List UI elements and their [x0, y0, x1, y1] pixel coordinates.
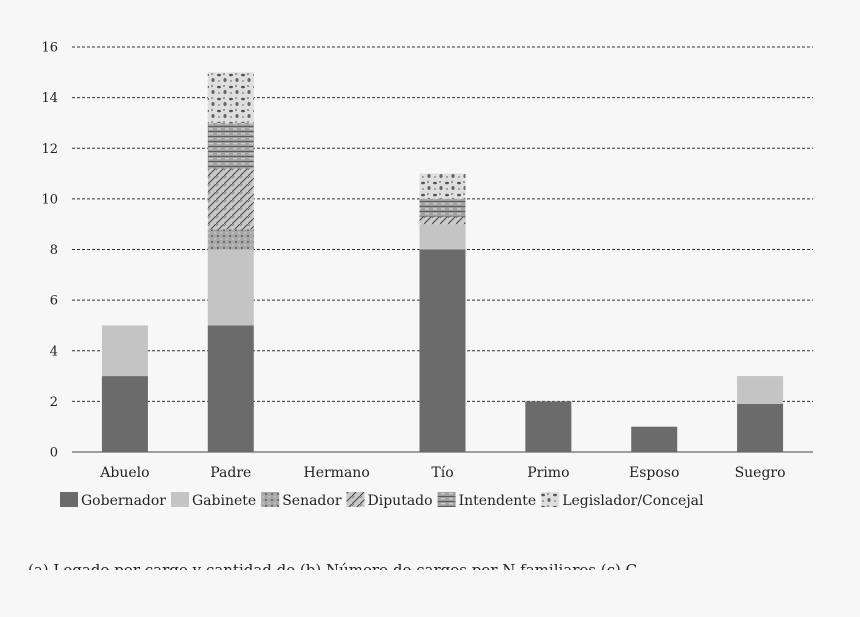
bar-segment — [419, 173, 466, 199]
x-category-label: Primo — [527, 465, 569, 481]
legend-swatch — [541, 492, 560, 507]
y-tick-label: 6 — [50, 294, 58, 309]
x-category-label: Tío — [431, 465, 453, 481]
x-axis-labels: Abuelo Padre Hermano Tío Primo Esposo Suegro — [99, 465, 785, 481]
x-category-label: Hermano — [304, 465, 370, 481]
stacked-bar-chart: 0 2 4 6 8 10 12 14 16 Abuelo Padre Hermano Tío Primo… — [41, 41, 813, 509]
bar-segment — [737, 403, 784, 452]
bar-segment — [207, 122, 254, 169]
y-tick-label: 8 — [50, 243, 58, 258]
legend-swatch — [60, 492, 78, 507]
bar-segment — [419, 249, 466, 452]
bar-segment — [101, 376, 148, 452]
legend-swatch — [171, 492, 189, 507]
legend-label: Senador — [282, 493, 342, 509]
legend-label: Legislador/Concejal — [562, 493, 704, 509]
y-tick-label: 2 — [50, 395, 58, 410]
x-category-label: Abuelo — [99, 465, 149, 481]
legend-label: Gobernador — [81, 493, 166, 509]
y-tick-label: 16 — [41, 41, 58, 56]
y-tick-label: 0 — [50, 446, 58, 461]
legend: Gobernador Gabinete Senador Diputado Intende… — [60, 492, 704, 509]
y-tick-label: 12 — [41, 142, 58, 157]
figure-caption: (a) Legado por cargo y cantidad de (b) N… — [28, 561, 638, 570]
x-category-label: Esposo — [629, 465, 679, 481]
x-category-label: Padre — [210, 465, 251, 481]
bar-segment — [101, 325, 148, 377]
bar-segment — [737, 376, 784, 404]
x-category-label: Suegro — [735, 465, 786, 481]
bars — [101, 72, 784, 452]
y-tick-label: 10 — [41, 192, 58, 207]
legend-label: Gabinete — [192, 493, 256, 509]
bar-segment — [207, 249, 254, 326]
legend-swatch — [437, 492, 456, 507]
legend-label: Intendente — [459, 493, 537, 509]
bar-segment — [207, 325, 254, 452]
y-axis-ticks: 0 2 4 6 8 10 12 14 16 — [41, 41, 58, 461]
y-tick-label: 4 — [50, 344, 58, 359]
bar-segment — [419, 224, 466, 250]
legend-label: Diputado — [368, 493, 433, 509]
bar-segment — [207, 168, 254, 230]
bar-segment — [419, 216, 466, 225]
bar-segment — [419, 198, 466, 217]
bar-segment — [207, 229, 254, 250]
bar-segment — [207, 72, 254, 123]
bar-segment — [631, 426, 678, 452]
legend-swatch — [346, 492, 365, 507]
legend-swatch — [261, 492, 280, 507]
bar-segment — [525, 401, 572, 452]
y-tick-label: 14 — [41, 91, 58, 106]
